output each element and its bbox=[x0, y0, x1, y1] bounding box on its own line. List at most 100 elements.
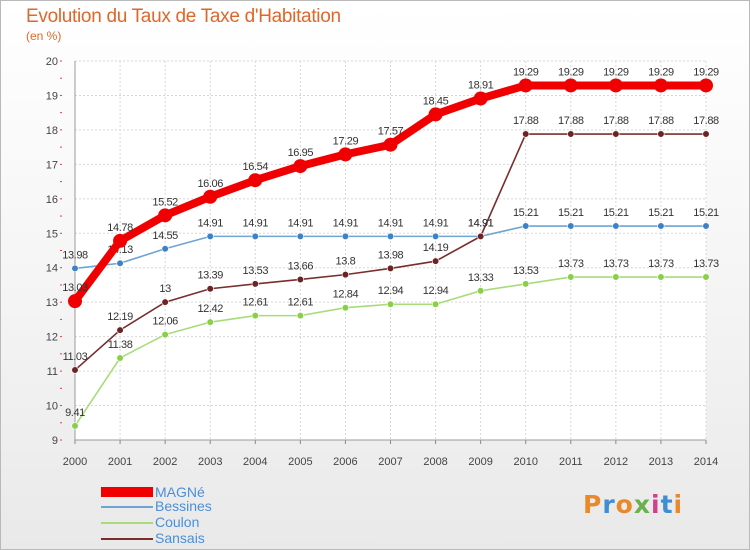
data-point bbox=[702, 222, 710, 230]
data-label: 17.88 bbox=[648, 115, 674, 127]
data-label: 16.06 bbox=[197, 178, 223, 190]
data-point bbox=[116, 259, 124, 267]
data-point bbox=[702, 130, 710, 138]
data-point bbox=[612, 273, 620, 281]
data-label: 12.94 bbox=[423, 285, 449, 297]
data-point bbox=[383, 137, 398, 152]
data-point bbox=[206, 285, 214, 293]
data-label: 13.98 bbox=[62, 249, 88, 261]
x-tick-label: 2008 bbox=[423, 456, 447, 468]
y-tick-label: 11 bbox=[47, 366, 58, 378]
legend-label: Bessines bbox=[155, 498, 212, 514]
data-label: 9.41 bbox=[65, 407, 85, 419]
data-point bbox=[428, 107, 443, 122]
data-label: 15.21 bbox=[558, 207, 584, 219]
proxiti-logo: Proxiti bbox=[583, 490, 683, 519]
x-tick-label: 2014 bbox=[694, 456, 718, 468]
data-label: 17.88 bbox=[693, 115, 719, 127]
legend-swatch bbox=[101, 538, 153, 540]
data-point bbox=[296, 312, 304, 320]
data-point bbox=[522, 222, 530, 230]
data-label: 19.29 bbox=[693, 66, 719, 78]
chart-title: Evolution du Taux de Taxe d'Habitation bbox=[26, 6, 341, 27]
data-label: 11.38 bbox=[108, 339, 133, 351]
data-point bbox=[612, 130, 620, 138]
y-tick-label: 13 bbox=[46, 297, 58, 309]
legend-label: Coulon bbox=[155, 514, 200, 530]
data-point bbox=[431, 300, 440, 308]
data-point bbox=[203, 189, 218, 204]
data-point bbox=[296, 232, 304, 240]
data-label: 13.33 bbox=[468, 272, 494, 284]
data-point bbox=[116, 354, 124, 362]
data-label: 17.88 bbox=[513, 115, 539, 127]
x-tick-label: 2006 bbox=[333, 456, 357, 468]
x-tick-label: 2000 bbox=[63, 456, 87, 468]
series-bessines: 13.98 14.13 14.55 14.91 14.91 14.91 14.91 14.91… bbox=[62, 207, 719, 273]
data-label: 13.73 bbox=[558, 258, 584, 270]
data-label: 19.29 bbox=[603, 66, 629, 78]
data-label: 14.55 bbox=[152, 230, 178, 242]
data-label: 13.73 bbox=[603, 258, 629, 270]
data-point bbox=[158, 208, 173, 223]
x-tick-label: 2007 bbox=[378, 456, 402, 468]
legend-label: Sansais bbox=[155, 530, 205, 546]
data-label: 12.42 bbox=[197, 303, 223, 315]
data-point bbox=[431, 232, 440, 240]
x-tick-label: 2003 bbox=[198, 456, 222, 468]
data-point bbox=[161, 245, 169, 253]
data-point bbox=[567, 130, 575, 138]
y-tick-label: 16 bbox=[46, 194, 58, 206]
series-coulon: 9.41 11.38 12.06 12.42 12.61 12.61 12.84 12.94 1… bbox=[65, 258, 719, 430]
data-point bbox=[699, 78, 713, 93]
data-label: 14.91 bbox=[423, 217, 449, 229]
data-label: 12.61 bbox=[288, 297, 314, 309]
logo-letter: P bbox=[583, 490, 603, 519]
data-label: 13.73 bbox=[693, 258, 719, 270]
legend-swatch bbox=[101, 522, 153, 524]
data-point bbox=[657, 222, 665, 230]
data-label: 15.21 bbox=[513, 207, 539, 219]
data-point bbox=[113, 233, 128, 248]
data-label: 14.91 bbox=[288, 217, 314, 229]
data-label: 13.8 bbox=[336, 256, 356, 268]
data-point bbox=[116, 326, 124, 334]
data-point bbox=[653, 78, 668, 93]
data-label: 15.52 bbox=[152, 196, 178, 208]
data-label: 13.66 bbox=[288, 260, 314, 272]
logo-letter: x bbox=[633, 490, 651, 519]
data-label: 13.53 bbox=[243, 265, 269, 277]
data-point bbox=[251, 312, 259, 320]
data-label: 16.54 bbox=[243, 161, 269, 173]
data-point bbox=[473, 91, 488, 106]
data-label: 14.13 bbox=[107, 244, 133, 256]
data-label: 13 bbox=[159, 283, 171, 295]
data-label: 12.61 bbox=[243, 297, 269, 309]
data-point bbox=[608, 78, 623, 93]
logo-letter: o bbox=[615, 490, 634, 519]
data-label: 19.29 bbox=[648, 66, 674, 78]
x-tick-label: 2013 bbox=[649, 456, 673, 468]
y-tick-label: 12 bbox=[46, 332, 58, 344]
data-point bbox=[563, 78, 578, 93]
y-tick-label: 18 bbox=[46, 125, 58, 137]
data-point bbox=[386, 264, 395, 273]
data-point bbox=[71, 422, 79, 430]
x-tick-label: 2002 bbox=[153, 456, 177, 468]
data-label: 18.91 bbox=[468, 80, 494, 92]
y-tick-label: 19 bbox=[46, 90, 58, 102]
data-label: 18.45 bbox=[423, 95, 449, 107]
data-point bbox=[522, 130, 530, 138]
data-point bbox=[657, 273, 665, 281]
data-label: 14.19 bbox=[423, 242, 449, 254]
data-point bbox=[71, 264, 79, 273]
logo-letter: r bbox=[602, 490, 616, 519]
y-tick-label: 17 bbox=[46, 159, 58, 171]
data-label: 19.29 bbox=[513, 66, 539, 78]
data-label: 15.21 bbox=[603, 207, 629, 219]
data-label: 17.29 bbox=[333, 135, 359, 147]
data-point bbox=[612, 222, 620, 230]
data-label: 17.88 bbox=[603, 115, 629, 127]
data-label: 14.91 bbox=[243, 217, 269, 229]
